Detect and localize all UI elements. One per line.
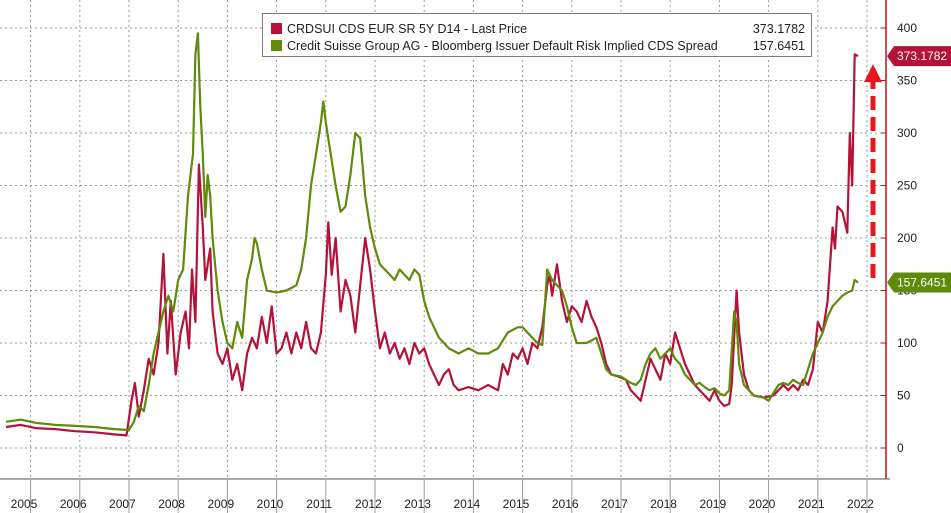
- annotation-arrow-head: [864, 64, 882, 83]
- x-tick-label: 2019: [699, 497, 726, 511]
- annotation-layer: [864, 64, 882, 278]
- series-line-implied-cds: [5, 32, 859, 432]
- y-tick-label: 250: [897, 179, 917, 193]
- legend-item: Credit Suisse Group AG - Bloomberg Issue…: [271, 37, 805, 54]
- grid-layer: [0, 0, 881, 478]
- legend-item: CRDSUI CDS EUR SR 5Y D14 - Last Price 37…: [271, 20, 805, 37]
- x-tick-label: 2012: [355, 497, 382, 511]
- x-tick-label: 2008: [158, 497, 185, 511]
- y-tick-label: 300: [897, 126, 917, 140]
- x-tick-label: 2013: [404, 497, 431, 511]
- x-tick-label: 2021: [798, 497, 825, 511]
- x-tick-label: 2015: [503, 497, 530, 511]
- series-layer: [5, 32, 859, 437]
- last-price-label-bg: [887, 272, 951, 293]
- x-tick-label: 2018: [650, 497, 677, 511]
- x-tick-label: 2011: [306, 497, 332, 511]
- x-tick-label: 2016: [552, 497, 579, 511]
- y-tick-label: 350: [897, 74, 917, 88]
- last-price-label-text: 157.6451: [897, 275, 947, 289]
- legend-value: 157.6451: [752, 38, 805, 53]
- x-tick-label: 2010: [257, 497, 284, 511]
- last-price-label-implied: 157.6451: [887, 272, 951, 293]
- x-tick-label: 2009: [207, 497, 234, 511]
- y-tick-label: 400: [897, 21, 917, 35]
- axis-layer: 0501001502002503003504002005200620072008…: [0, 0, 917, 513]
- last-price-label-crdsui: 373.1782: [887, 46, 951, 67]
- x-tick-label: 2006: [60, 497, 87, 511]
- legend-label: CRDSUI CDS EUR SR 5Y D14 - Last Price: [287, 21, 528, 36]
- y-tick-label: 0: [897, 441, 904, 455]
- last-price-label-bg: [887, 46, 951, 67]
- series-line-crdsui-cds: [5, 53, 859, 437]
- last-price-label-text: 373.1782: [897, 49, 947, 63]
- legend-swatch-green: [271, 40, 282, 51]
- legend-label: Credit Suisse Group AG - Bloomberg Issue…: [287, 38, 718, 53]
- label-layer: 373.1782 157.6451: [887, 46, 951, 293]
- x-tick-label: 2007: [109, 497, 136, 511]
- legend-swatch-red: [271, 23, 282, 34]
- legend: CRDSUI CDS EUR SR 5Y D14 - Last Price 37…: [262, 13, 812, 57]
- x-tick-label: 2014: [453, 497, 480, 511]
- y-tick-label: 200: [897, 231, 917, 245]
- y-tick-label: 50: [897, 389, 911, 403]
- x-tick-label: 2022: [847, 497, 874, 511]
- x-tick-label: 2020: [749, 497, 776, 511]
- legend-value: 373.1782: [752, 21, 805, 36]
- x-tick-label: 2017: [601, 497, 628, 511]
- y-tick-label: 100: [897, 336, 917, 350]
- x-tick-label: 2005: [11, 497, 38, 511]
